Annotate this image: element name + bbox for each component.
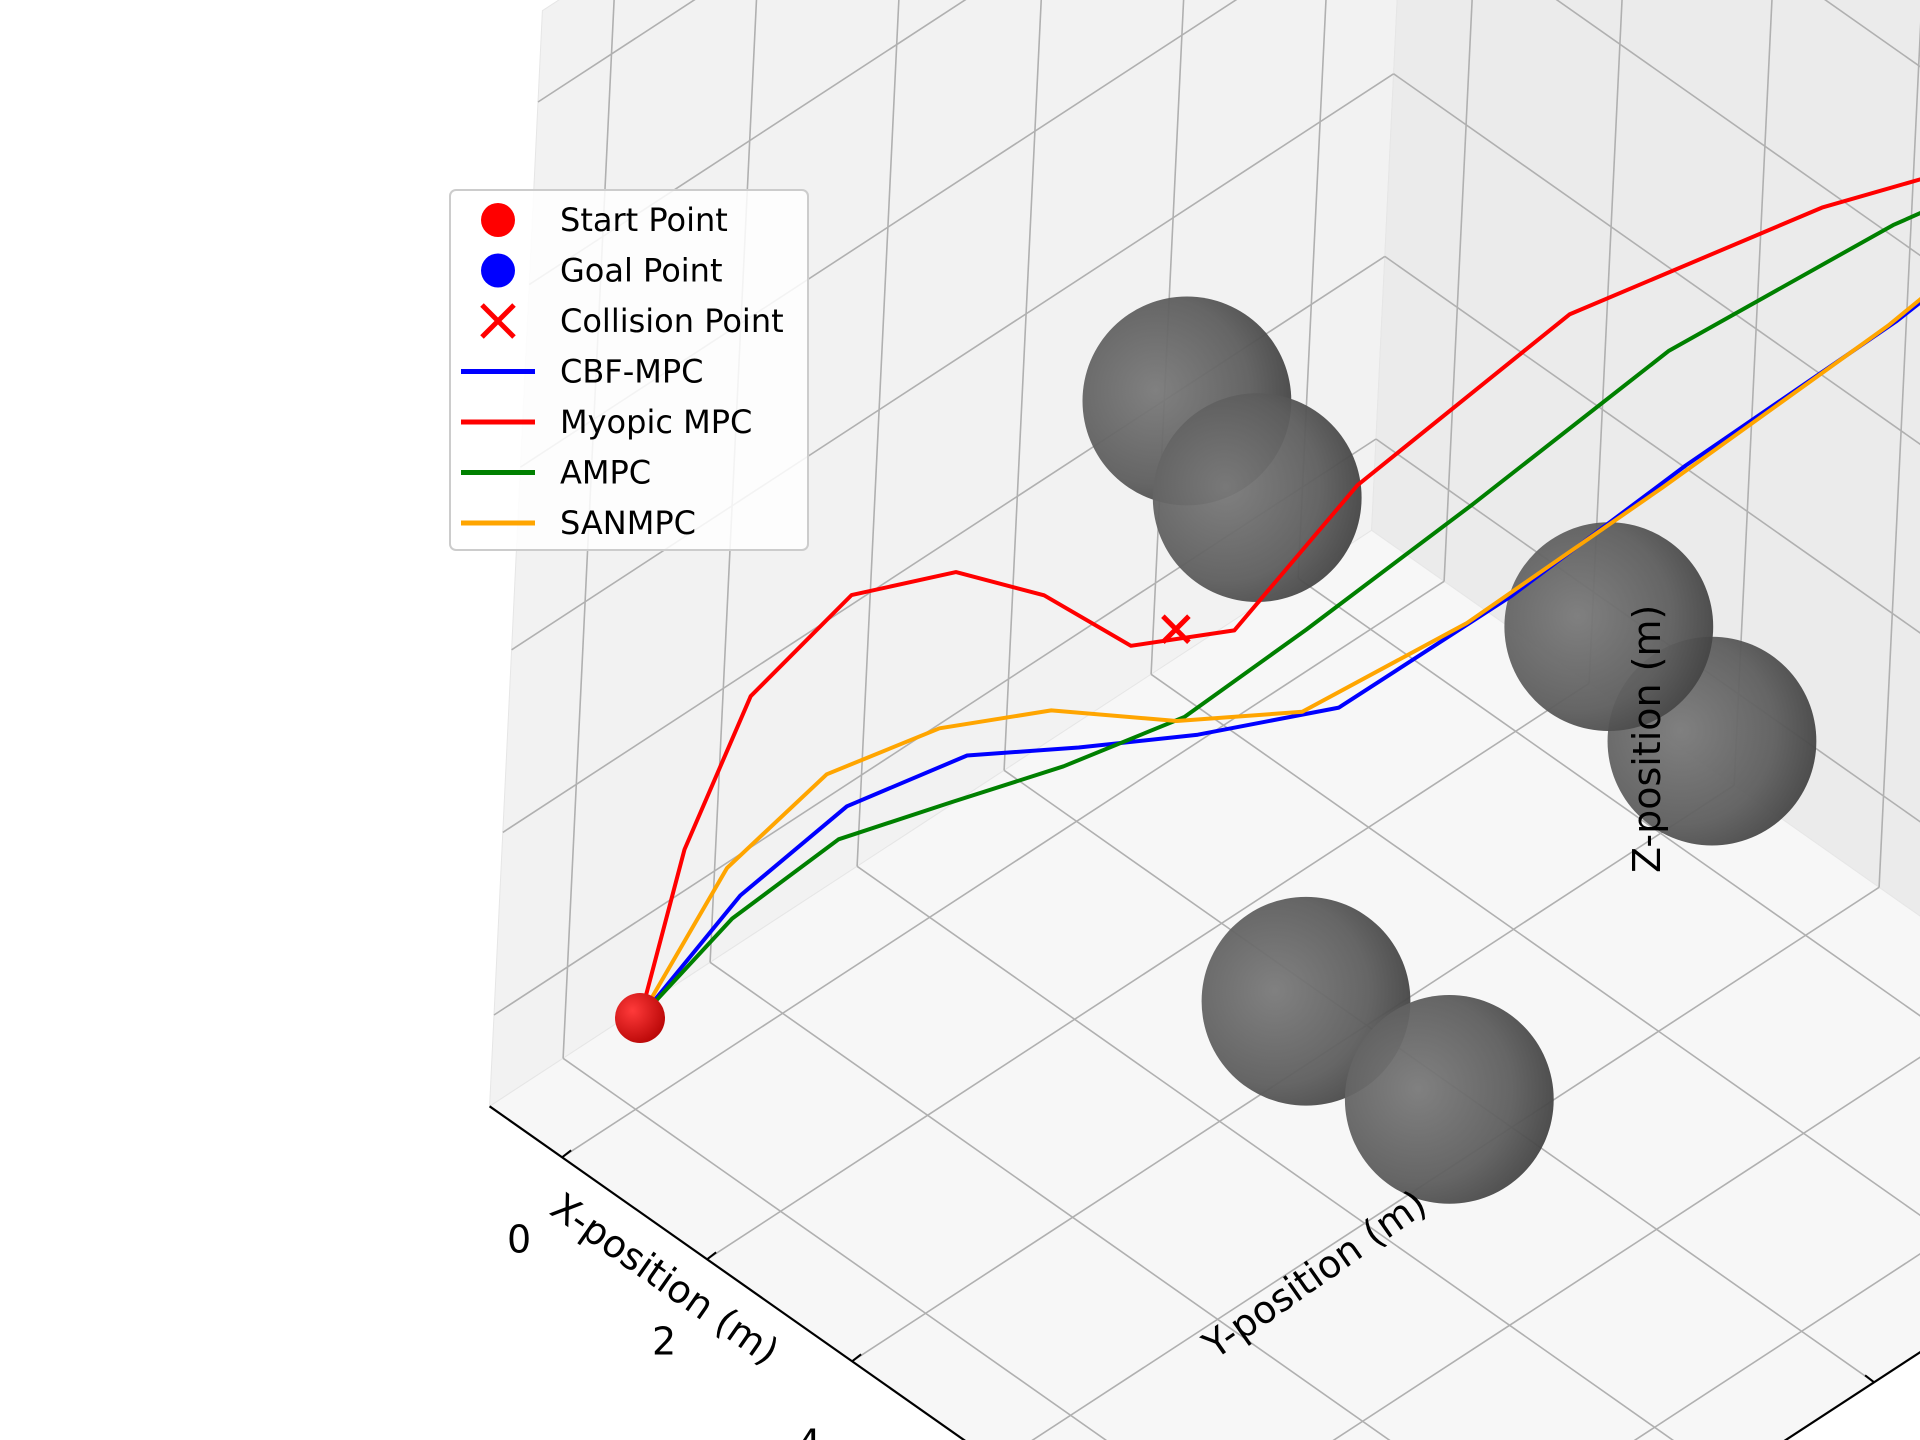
grid-line: [528, 0, 967, 286]
grid-line: [706, 682, 1590, 1260]
grid-line: [1332, 1056, 1920, 1440]
legend-label: Start Point: [560, 201, 728, 239]
tick-labels: 000222444666888101010: [507, 1217, 821, 1440]
grid-line: [1824, 0, 1920, 68]
grid-line: [1297, 577, 1920, 1017]
start-point-marker: [615, 993, 665, 1043]
x-tick-mark: [561, 1149, 572, 1159]
x-tick-mark: [706, 1251, 717, 1261]
obstacle-sphere: [1504, 522, 1714, 732]
z-axis-label: Z-position (m): [1625, 605, 1669, 873]
obstacle-sphere: [1152, 393, 1362, 602]
grid-line: [1588, 0, 1623, 684]
grid-line: [1878, 22, 1920, 888]
legend: Start Point Goal Point Collision Point CBF-…: [449, 189, 809, 551]
grid-line: [1633, 1253, 1920, 1440]
x-tick-mark: [851, 1353, 862, 1363]
grid-line: [1297, 0, 1327, 579]
y-axis-line: [1783, 1351, 1920, 1440]
axis-lines: [488, 1105, 1920, 1440]
grid-line: [537, 0, 696, 103]
legend-label: Myopic MPC: [560, 403, 752, 441]
collision-marker: [1161, 614, 1191, 644]
legend-marker-dot: [481, 253, 515, 288]
grid-line: [1443, 0, 1473, 582]
grid-line: [856, 0, 900, 867]
grid-line: [1150, 673, 1920, 1217]
legend-label: Goal Point: [560, 252, 723, 290]
grid-line: [1393, 73, 1920, 446]
x-tick-label: 4: [797, 1421, 821, 1440]
legend-marker-cross: [480, 303, 516, 339]
legend-marker-dot: [481, 203, 515, 237]
y-tick-mark: [1864, 1374, 1875, 1384]
grid-line: [561, 580, 1445, 1158]
trajectory-line: [638, 296, 1920, 1020]
trajectory-line: [638, 300, 1920, 1020]
grid-line: [856, 865, 1675, 1440]
grid-line: [1733, 0, 1773, 786]
x-tick-label: 0: [507, 1217, 531, 1261]
grid-line: [511, 73, 1395, 651]
x-tick-label: 2: [652, 1319, 676, 1363]
legend-label: SANMPC: [560, 504, 696, 542]
legend-box: [449, 189, 809, 551]
trajectory-line: [638, 211, 1920, 1020]
plot-area: [615, 177, 1920, 1204]
grid-line: [1555, 0, 1920, 257]
legend-label: Collision Point: [560, 302, 784, 340]
grid-line: [562, 1057, 1108, 1440]
grid-line: [709, 961, 1391, 1440]
x-axis-line: [488, 1105, 966, 1440]
legend-label: CBF-MPC: [560, 353, 704, 391]
trajectory-line: [638, 177, 1920, 1020]
legend-label: AMPC: [560, 454, 651, 492]
grid-line: [1384, 255, 1920, 634]
obstacle-sphere: [1344, 995, 1554, 1204]
